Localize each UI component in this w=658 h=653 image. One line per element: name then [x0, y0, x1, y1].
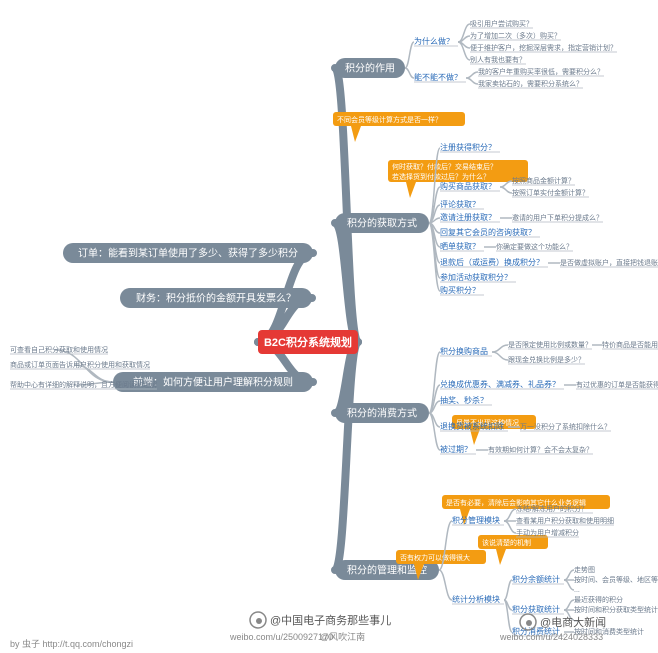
sub-consume-11: 积分换购商品: [440, 346, 488, 356]
svg-text:何时获取？付款后？交易结束后？: 何时获取？付款后？交易结束后？: [392, 162, 497, 171]
svg-text:否有权力可以做得很大: 否有权力可以做得很大: [400, 553, 470, 562]
watermark-1: @中国电子商务那些事儿: [270, 613, 391, 627]
main-label-acquire: 积分的获取方式: [347, 217, 417, 230]
frontend-leaf-1: 商品或订单页面告诉用户积分使用和获取情况: [10, 360, 150, 369]
sub-consume-15: 被过期？: [440, 444, 472, 454]
main-label-function: 积分的作用: [345, 62, 395, 75]
leaf: 你确定要做这个功能么？: [496, 242, 573, 251]
leaf: 有过优惠的订单是否能获得积分？: [576, 380, 658, 389]
leaf: 冻结/解冻用户的积分？: [516, 504, 588, 513]
sub-consume-13: 抽奖、秒杀？: [440, 395, 488, 405]
frontend-leaf-0: 可查看自己积分获取和使用情况: [10, 345, 108, 354]
watermark-4: weibo.com/u/2424028333: [499, 632, 603, 642]
svg-text:该说清楚的机制: 该说清楚的机制: [482, 538, 531, 547]
svg-text:跟现金兑换比例是多少？: 跟现金兑换比例是多少？: [508, 355, 585, 364]
svg-text:走势图: 走势图: [574, 565, 595, 574]
svg-text:积分获取统计: 积分获取统计: [512, 604, 560, 614]
sub-function-0: 为什么做？: [414, 36, 454, 46]
svg-text:按时间、会员等级、地区等进行查询并统计: 按时间、会员等级、地区等进行查询并统计: [574, 575, 658, 584]
watermark-5: @风吹江南: [320, 631, 365, 642]
sub-acquire-10: 购买积分？: [440, 285, 480, 295]
svg-text:是否限定使用比例或数量？: 是否限定使用比例或数量？: [508, 340, 592, 349]
author-credit: by 虫子 http://t.qq.com/chongzi: [10, 638, 133, 649]
leaf: 别人有我也要有？: [470, 55, 526, 64]
sub-consume-14: 退换货被系统扣除: [440, 421, 504, 431]
sub-manage-17: 统计分析模块: [452, 594, 500, 604]
leaf: 万一没积分了系统扣除什么？: [520, 422, 611, 431]
watermark-3: weibo.com/u/2500927170: [229, 632, 333, 642]
svg-text:不同会员等级计算方式是否一样？: 不同会员等级计算方式是否一样？: [337, 115, 442, 124]
root-label: B2C积分系统规划: [264, 335, 352, 349]
leaf: 我家卖钻石的，需要积分系统么？: [478, 79, 583, 88]
svg-text:若选择货到付款过后？为什么？: 若选择货到付款过后？为什么？: [392, 172, 490, 181]
leaf: 按照订单实付金额计算？: [512, 188, 589, 197]
sub-acquire-5: 邀请注册获取？: [440, 212, 496, 222]
sub-manage-16: 积分管理模块: [452, 515, 500, 525]
sub-acquire-7: 晒单获取？: [440, 241, 480, 251]
main-label-finance: 财务：积分抵价的金额开具发票么？: [136, 292, 296, 305]
leaf: 查看某用户积分获取和使用明细: [516, 516, 614, 525]
leaf: 按照商品金额计算？: [512, 176, 575, 185]
leaf: 我的客户年重购买率很低，需要积分么？: [478, 67, 604, 76]
leaf: 手动为用户增减积分: [516, 528, 579, 537]
sub-acquire-9: 参加活动获取积分？: [440, 272, 512, 282]
leaf: 吸引用户尝试购买？: [470, 19, 533, 28]
svg-text:积分余额统计: 积分余额统计: [512, 574, 560, 584]
sub-acquire-2: 注册获得积分？: [440, 142, 496, 152]
sub-acquire-8: 退款后（或运费）换成积分？: [440, 257, 544, 267]
leaf: 为了增加二次（多次）购买？: [470, 31, 561, 40]
sub-acquire-3: 购买商品获取？: [440, 181, 496, 191]
sub-acquire-6: 回复其它会员的咨询获取？: [440, 227, 536, 237]
sub-acquire-4: 评论获取？: [440, 199, 480, 209]
watermark-2: @电商大新闻: [540, 615, 606, 629]
main-label-order: 订单：能看到某订单使用了多少、获得了多少积分: [78, 247, 298, 260]
leaf: 便于维护客户，挖掘深层需求，指定营销计划？: [470, 43, 617, 52]
leaf: 邀请的用户下单积分提成么？: [512, 213, 603, 222]
leaf: 有效期如何计算？会不会太复杂？: [488, 445, 593, 454]
main-label-frontend: 前端：如何方便让用户理解积分规则: [133, 376, 293, 389]
svg-text:...: ...: [574, 587, 580, 594]
svg-text:特价商品是否能用积分？: 特价商品是否能用积分？: [602, 340, 658, 349]
svg-text:按时间和积分获取类型统计: 按时间和积分获取类型统计: [574, 605, 658, 614]
main-label-consume: 积分的消费方式: [347, 407, 417, 420]
frontend-leaf-2: 帮助中心有详细的解释说明，且方便阅读和理解: [10, 380, 157, 389]
leaf: 是否做虚拟账户，直接把钱退账户里？: [560, 258, 658, 267]
sub-function-1: 能不能不做？: [414, 72, 462, 82]
svg-text:最近获得的积分: 最近获得的积分: [574, 595, 623, 604]
sub-consume-12: 兑换成优惠券、满减券、礼品券？: [440, 379, 560, 389]
